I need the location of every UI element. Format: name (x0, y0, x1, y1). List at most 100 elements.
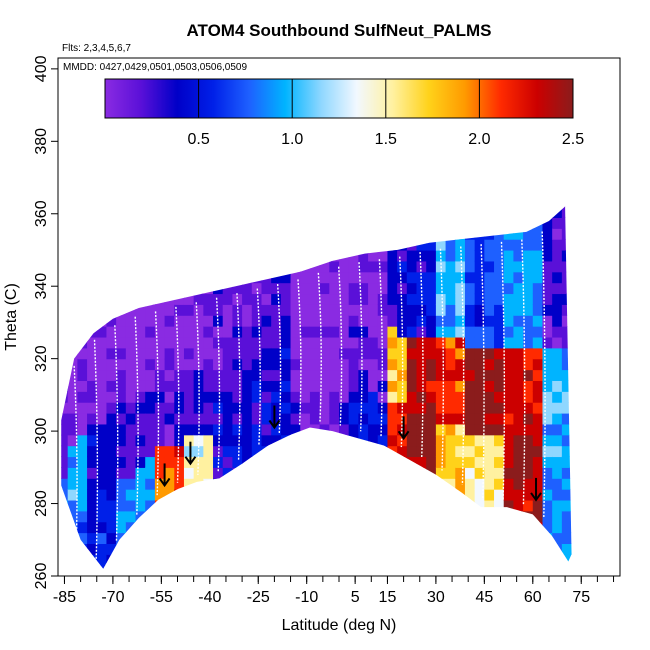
heatmap-cell (503, 271, 515, 284)
heatmap-cell (309, 217, 321, 229)
heatmap-cell (532, 326, 544, 338)
heatmap-cell (387, 532, 398, 544)
heatmap-cell (309, 554, 321, 566)
heatmap-cell (290, 543, 301, 555)
heatmap-cell (174, 271, 185, 284)
heatmap-cell (290, 206, 301, 208)
heatmap-cell (135, 282, 146, 295)
heatmap-cell (455, 521, 466, 534)
heatmap-cell (280, 499, 292, 512)
heatmap-cell (67, 260, 78, 273)
heatmap-cell (145, 510, 156, 523)
heatmap-cell (329, 434, 340, 447)
heatmap-cell (67, 478, 78, 490)
heatmap-cell (116, 543, 127, 555)
heatmap-cell (135, 412, 146, 425)
heatmap-cell (193, 543, 204, 555)
heatmap-cell (435, 412, 447, 425)
heatmap-cell (242, 565, 253, 569)
heatmap-cell (445, 336, 456, 349)
x-tick-label: 5 (351, 589, 360, 606)
heatmap-cell (532, 228, 544, 240)
heatmap-cell (174, 521, 185, 534)
heatmap-cell (87, 304, 98, 316)
heatmap-cell (280, 565, 292, 569)
heatmap-cell (87, 282, 98, 295)
heatmap-cell (61, 543, 69, 555)
heatmap-cell (154, 304, 166, 316)
heatmap-cell (494, 260, 505, 273)
heatmap-cell (309, 315, 321, 327)
heatmap-cell (222, 467, 234, 479)
heatmap-cell (464, 510, 476, 523)
heatmap-cell (290, 206, 301, 218)
heatmap-cell (572, 272, 582, 283)
heatmap-cell (232, 282, 243, 295)
heatmap-cell (183, 489, 195, 501)
heatmap-cell (426, 478, 437, 490)
heatmap-cell (426, 369, 437, 381)
heatmap-cell (435, 326, 447, 338)
heatmap-cell (561, 315, 572, 327)
heatmap-cell (339, 532, 350, 544)
heatmap-cell (387, 412, 398, 425)
profile-trace (256, 288, 261, 446)
heatmap-cell (494, 380, 505, 392)
heatmap-cell (242, 467, 253, 479)
heatmap-cell (242, 249, 253, 262)
heatmap-cell (503, 217, 515, 229)
heatmap-cell (523, 271, 534, 284)
heatmap-cell (67, 239, 78, 251)
heatmap-cell (416, 543, 427, 555)
heatmap-cell (242, 423, 253, 436)
heatmap-cell (213, 391, 224, 403)
heatmap-cell (193, 206, 204, 218)
heatmap-cell (416, 456, 427, 468)
heatmap-cell (116, 369, 127, 381)
heatmap-cell (87, 347, 98, 360)
heatmap-cell (503, 249, 515, 262)
heatmap-cell (203, 489, 214, 501)
heatmap-cell (154, 282, 166, 295)
heatmap-cell (416, 521, 427, 534)
heatmap-cell (513, 456, 524, 468)
heatmap-cell (406, 336, 418, 349)
heatmap-cell (358, 282, 369, 295)
colorbar-gradient (104, 78, 574, 119)
heatmap-cell (203, 271, 214, 284)
heatmap-cell (523, 521, 534, 534)
heatmap-cell (329, 521, 340, 534)
heatmap-cell (106, 326, 117, 338)
heatmap-cell (513, 478, 524, 490)
profile-trace (480, 244, 485, 500)
heatmap-cell (494, 369, 505, 381)
heatmap-cell (406, 402, 418, 414)
heatmap-cell (319, 315, 330, 327)
heatmap-cell (358, 543, 369, 555)
heatmap-cell (455, 206, 466, 218)
heatmap-cell (329, 412, 340, 425)
heatmap-cell (484, 206, 495, 218)
heatmap-cell (106, 532, 117, 544)
heatmap-cell (542, 271, 553, 284)
heatmap-cell (542, 380, 553, 392)
heatmap-cell (416, 380, 427, 392)
heatmap-cell (572, 337, 582, 348)
heatmap-cell (67, 369, 78, 381)
heatmap-cell (561, 532, 572, 544)
heatmap-cell (213, 206, 224, 218)
heatmap-cell (251, 412, 263, 425)
heatmap-cell (222, 532, 234, 544)
arrow-head (397, 430, 410, 441)
heatmap-cell (145, 217, 156, 229)
heatmap-cell (280, 347, 292, 360)
heatmap-cell (348, 478, 359, 490)
heatmap-cell (96, 565, 108, 569)
heatmap-layer (61, 206, 582, 569)
heatmap-cell (464, 358, 476, 371)
heatmap-cell (203, 445, 214, 458)
heatmap-cell (232, 565, 243, 569)
heatmap-cell (387, 565, 398, 569)
heatmap-cell (106, 206, 117, 208)
heatmap-cell (183, 423, 195, 436)
